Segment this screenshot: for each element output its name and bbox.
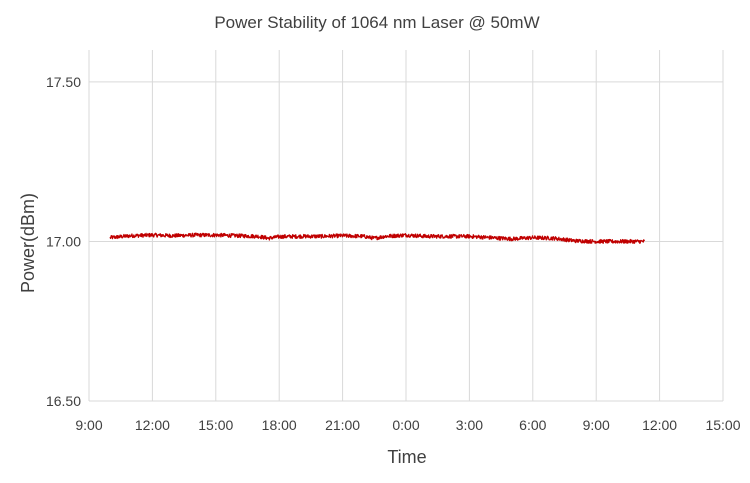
y-tick-label: 17.00 xyxy=(46,233,81,249)
x-tick-label: 9:00 xyxy=(583,417,610,433)
tick-layer: 9:00 12:00 15:00 18:00 21:00 0:00 3:00 6:00 9:00… xyxy=(46,74,741,433)
x-tick-label: 12:00 xyxy=(642,417,677,433)
x-tick-label: 15:00 xyxy=(705,417,740,433)
x-tick-label: 6:00 xyxy=(519,417,546,433)
x-tick-label: 3:00 xyxy=(456,417,483,433)
x-tick-label: 15:00 xyxy=(198,417,233,433)
x-tick-label: 21:00 xyxy=(325,417,360,433)
y-axis-title: Power(dBm) xyxy=(18,193,38,293)
power-series-line xyxy=(109,232,646,245)
x-tick-label: 9:00 xyxy=(75,417,102,433)
x-tick-label: 0:00 xyxy=(392,417,419,433)
grid-layer xyxy=(88,50,724,402)
series-layer xyxy=(109,232,646,245)
x-tick-label: 12:00 xyxy=(135,417,170,433)
x-tick-label: 18:00 xyxy=(262,417,297,433)
chart-title: Power Stability of 1064 nm Laser @ 50mW xyxy=(214,13,539,32)
y-tick-label: 16.50 xyxy=(46,393,81,409)
y-tick-label: 17.50 xyxy=(46,74,81,90)
x-axis-title: Time xyxy=(387,447,426,467)
